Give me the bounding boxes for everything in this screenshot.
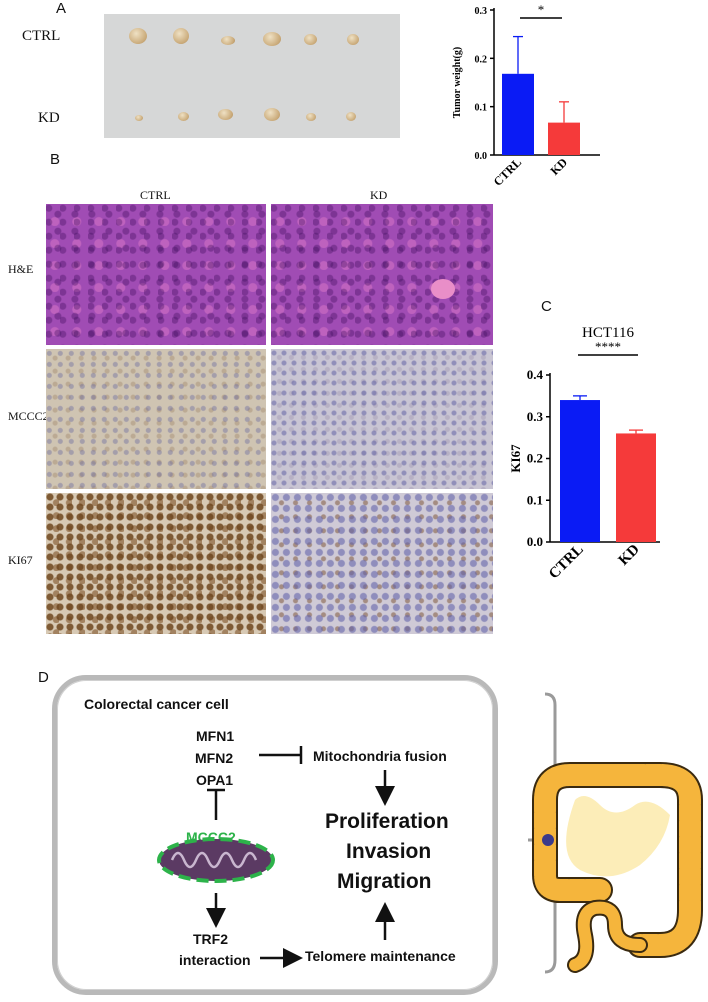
row-label-mccc2: MCCC2 bbox=[8, 409, 49, 423]
y-tick-label: 0.3 bbox=[527, 409, 544, 424]
gene-mfn2: MFN2 bbox=[195, 750, 234, 766]
trf2-label: TRF2 bbox=[193, 931, 228, 947]
tumor bbox=[304, 34, 317, 45]
inhibit-arrow-opa1 bbox=[207, 788, 225, 820]
bar-kd bbox=[548, 122, 580, 155]
bar-kd bbox=[616, 433, 656, 542]
panel-a-label: A bbox=[56, 0, 67, 17]
tumor bbox=[263, 32, 281, 46]
panel-c-label: C bbox=[541, 298, 552, 315]
panel-b-label: B bbox=[50, 151, 61, 168]
micrograph-mccc2-ctrl bbox=[46, 349, 266, 489]
y-axis-label: KI67 bbox=[508, 444, 523, 473]
y-tick-label: 0.0 bbox=[527, 534, 543, 549]
inhibit-arrow-fusion bbox=[259, 746, 303, 764]
tumor-weight-chart: 0.0 0.1 0.2 0.3 Tumor weight(g) CTRL KD * bbox=[452, 2, 600, 185]
tumor bbox=[346, 112, 356, 121]
row-label-ctrl: CTRL bbox=[22, 28, 61, 44]
outcome-proliferation: Proliferation bbox=[325, 810, 449, 833]
category-label: CTRL bbox=[491, 155, 524, 185]
bar-ctrl bbox=[502, 73, 534, 155]
col-label-kd: KD bbox=[370, 188, 388, 202]
vessel-highlight bbox=[431, 279, 455, 299]
tumor bbox=[306, 113, 316, 121]
micrograph-ki67-ctrl bbox=[46, 493, 266, 634]
category-label: KD bbox=[547, 155, 570, 178]
row-label-he: H&E bbox=[8, 262, 34, 276]
tumor bbox=[347, 34, 359, 45]
row-label-ki67: KI67 bbox=[8, 553, 33, 567]
cell-box bbox=[52, 675, 498, 995]
micrograph-ki67-kd bbox=[271, 493, 493, 634]
micrograph-he-kd bbox=[271, 204, 493, 345]
tumor bbox=[221, 36, 235, 45]
panel-d-label: D bbox=[38, 669, 49, 686]
tumor bbox=[264, 108, 280, 121]
diagram-graphics bbox=[157, 692, 703, 974]
colon-icon bbox=[532, 762, 703, 973]
ki67-chart: HCT116 0.0 0.1 0.2 0.3 0.4 KI67 CTRL KD **** bbox=[508, 325, 660, 583]
y-tick-label: 0.2 bbox=[475, 54, 488, 65]
mitochondrion-icon bbox=[157, 837, 275, 883]
micrograph-mccc2-kd bbox=[271, 349, 493, 489]
tumor bbox=[218, 109, 233, 120]
tumor bbox=[129, 28, 147, 44]
tumor bbox=[173, 28, 189, 44]
mitochondria-fusion: Mitochondria fusion bbox=[313, 748, 447, 764]
y-tick-label: 0.4 bbox=[527, 367, 544, 382]
significance-marker: **** bbox=[595, 339, 621, 354]
micrograph-he-ctrl bbox=[46, 204, 266, 345]
row-label-kd: KD bbox=[38, 110, 60, 126]
y-tick-label: 0.3 bbox=[475, 6, 488, 17]
bar-ctrl bbox=[560, 400, 600, 542]
tumor bbox=[178, 112, 189, 121]
category-label: KD bbox=[616, 541, 643, 568]
chart-title: HCT116 bbox=[582, 325, 634, 341]
y-axis-label: Tumor weight(g) bbox=[452, 47, 463, 118]
trf2-interaction-label: interaction bbox=[179, 952, 251, 968]
tumor-photo bbox=[104, 14, 400, 138]
cell-title: Colorectal cancer cell bbox=[84, 696, 229, 712]
tumor bbox=[135, 115, 143, 121]
y-tick-label: 0.1 bbox=[475, 103, 488, 114]
y-tick-label: 0.2 bbox=[527, 451, 543, 466]
significance-marker: * bbox=[538, 2, 545, 17]
y-tick-label: 0.1 bbox=[527, 492, 543, 507]
gene-mfn1: MFN1 bbox=[196, 728, 235, 744]
telomere-maintenance: Telomere maintenance bbox=[305, 948, 456, 964]
col-label-ctrl: CTRL bbox=[140, 188, 171, 202]
gene-opa1: OPA1 bbox=[196, 772, 234, 788]
category-label: CTRL bbox=[546, 542, 587, 583]
outcome-migration: Migration bbox=[337, 870, 432, 893]
outcome-invasion: Invasion bbox=[346, 840, 432, 863]
y-tick-label: 0.0 bbox=[475, 151, 488, 162]
